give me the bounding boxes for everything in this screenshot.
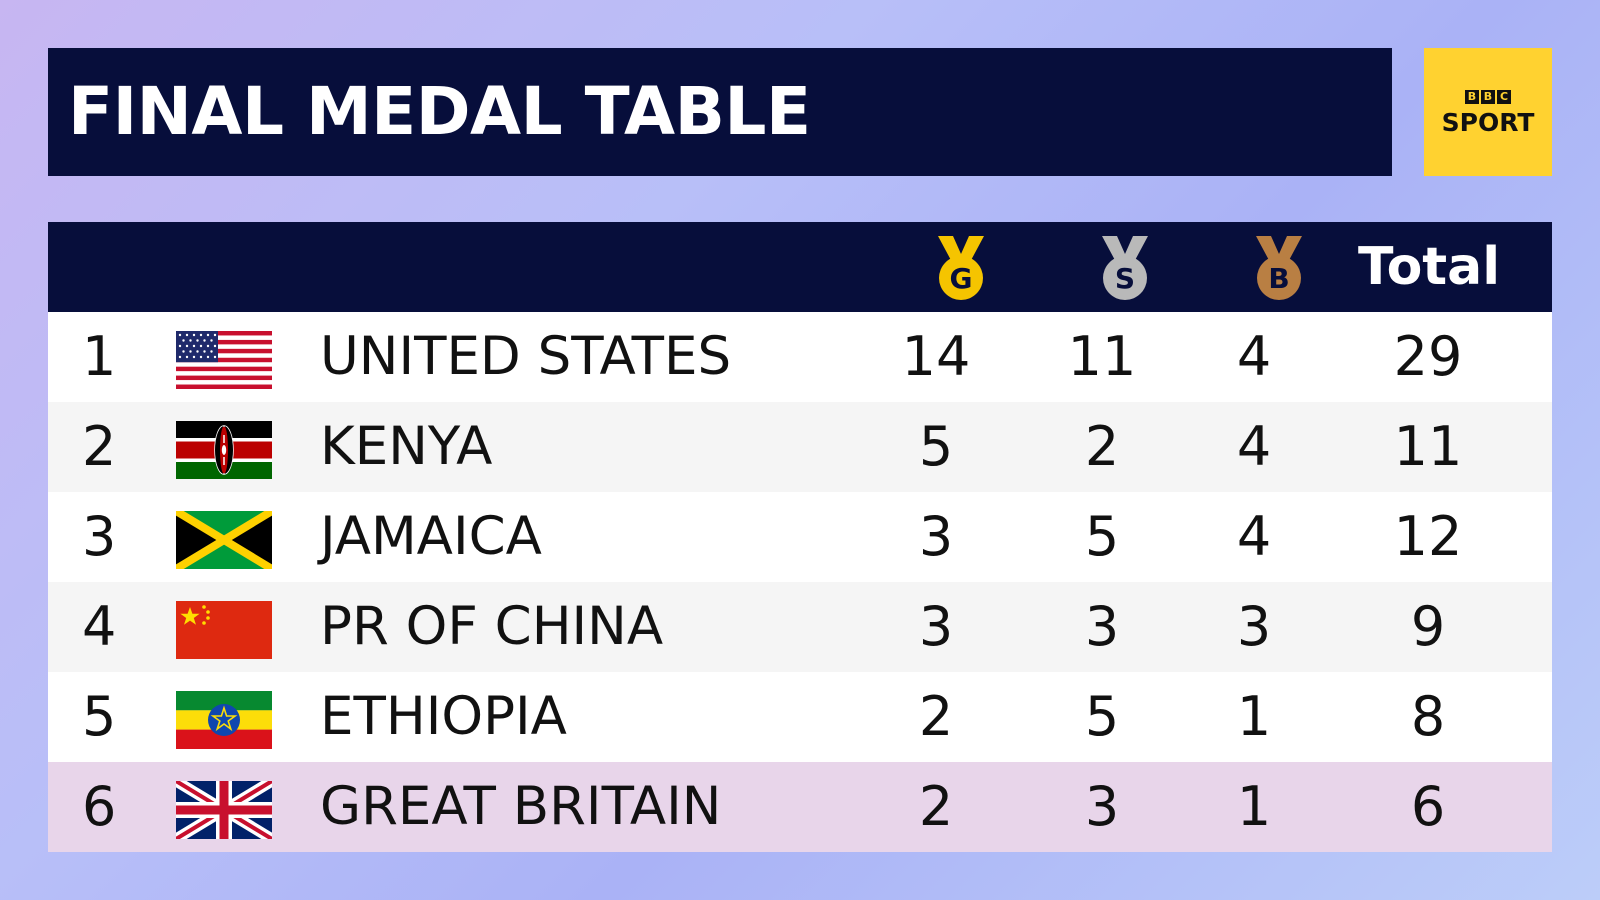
silver-count: 2 xyxy=(1084,415,1120,478)
gold-count: 5 xyxy=(918,415,954,478)
silver-count: 5 xyxy=(1084,685,1120,748)
country-name: GREAT BRITAIN xyxy=(320,776,722,837)
silver-letter: S xyxy=(1115,262,1135,295)
gold-count: 3 xyxy=(918,595,954,658)
ethiopia-flag-icon xyxy=(176,691,272,749)
bbc-wordmark: B B C xyxy=(1424,90,1552,104)
country-name: KENYA xyxy=(320,416,493,477)
gold-count: 14 xyxy=(901,325,971,388)
bbc-letter: B xyxy=(1465,90,1479,104)
total-count: 9 xyxy=(1410,595,1446,658)
total-count: 12 xyxy=(1393,505,1463,568)
bronze-count: 3 xyxy=(1236,595,1272,658)
table-row: 2 KENYA 5 2 4 11 xyxy=(48,402,1552,492)
total-count: 8 xyxy=(1410,685,1446,748)
country-name: PR OF CHINA xyxy=(320,596,664,657)
total-count: 29 xyxy=(1393,325,1463,388)
china-flag-icon xyxy=(176,601,272,659)
rank: 6 xyxy=(82,775,117,838)
table-row: 1 UNITED STATES 14 11 4 29 xyxy=(48,312,1552,402)
page-title: FINAL MEDAL TABLE xyxy=(68,73,811,150)
title-bar: FINAL MEDAL TABLE xyxy=(48,48,1392,176)
bbc-letter: B xyxy=(1481,90,1495,104)
bbc-letter: C xyxy=(1497,90,1511,104)
table-row: 5 ETHIOPIA 2 5 1 8 xyxy=(48,672,1552,762)
usa-flag-icon xyxy=(176,331,272,389)
sport-wordmark: SPORT xyxy=(1441,108,1535,137)
jamaica-flag-icon xyxy=(176,511,272,569)
rank: 4 xyxy=(82,595,117,658)
rank: 2 xyxy=(82,415,117,478)
rank: 5 xyxy=(82,685,117,748)
table-row: 4 PR OF CHINA 3 3 3 9 xyxy=(48,582,1552,672)
silver-count: 5 xyxy=(1084,505,1120,568)
silver-count: 3 xyxy=(1084,595,1120,658)
rank: 3 xyxy=(82,505,117,568)
bbc-sport-logo: B B C SPORT xyxy=(1424,48,1552,176)
silver-medal-icon: S xyxy=(1102,236,1148,300)
table-header: G S B Total xyxy=(48,222,1552,312)
silver-count: 3 xyxy=(1084,775,1120,838)
medal-table: G S B Total 1 xyxy=(48,222,1552,852)
great-britain-flag-icon xyxy=(176,781,272,839)
gold-count: 2 xyxy=(918,685,954,748)
total-count: 6 xyxy=(1410,775,1446,838)
table-row: 6 GREAT BRITAIN 2 3 1 6 xyxy=(48,762,1552,852)
rank: 1 xyxy=(82,325,117,388)
table-row: 3 JAMAICA 3 5 4 12 xyxy=(48,492,1552,582)
bronze-medal-icon: B xyxy=(1256,236,1302,300)
country-name: ETHIOPIA xyxy=(320,686,567,747)
gold-medal-icon: G xyxy=(938,236,984,300)
country-name: UNITED STATES xyxy=(320,326,732,387)
bronze-count: 4 xyxy=(1236,325,1272,388)
silver-count: 11 xyxy=(1067,325,1137,388)
bronze-count: 1 xyxy=(1236,685,1272,748)
country-name: JAMAICA xyxy=(320,506,542,567)
total-count: 11 xyxy=(1393,415,1463,478)
bronze-count: 4 xyxy=(1236,415,1272,478)
gold-count: 2 xyxy=(918,775,954,838)
bronze-count: 1 xyxy=(1236,775,1272,838)
total-header: Total xyxy=(1358,237,1501,297)
bronze-count: 4 xyxy=(1236,505,1272,568)
kenya-flag-icon xyxy=(176,421,272,479)
gold-count: 3 xyxy=(918,505,954,568)
bronze-letter: B xyxy=(1268,262,1289,295)
gold-letter: G xyxy=(950,262,973,295)
